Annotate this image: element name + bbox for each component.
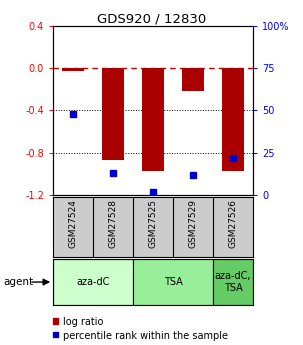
Bar bbox=[62, 68, 84, 71]
Text: aza-dC,
TSA: aza-dC, TSA bbox=[215, 271, 251, 293]
Text: GSM27526: GSM27526 bbox=[228, 199, 238, 248]
Text: TSA: TSA bbox=[164, 277, 182, 287]
Text: log ratio: log ratio bbox=[63, 317, 103, 327]
Text: GSM27524: GSM27524 bbox=[68, 199, 78, 248]
Bar bbox=[213, 259, 253, 305]
Text: aza-dC: aza-dC bbox=[76, 277, 110, 287]
Bar bbox=[142, 68, 164, 171]
Bar bbox=[222, 68, 244, 171]
Text: GSM27529: GSM27529 bbox=[188, 199, 198, 248]
Bar bbox=[182, 68, 204, 91]
Text: GSM27528: GSM27528 bbox=[108, 199, 118, 248]
Text: GSM27525: GSM27525 bbox=[148, 199, 158, 248]
Text: GDS920 / 12830: GDS920 / 12830 bbox=[97, 12, 206, 25]
Text: percentile rank within the sample: percentile rank within the sample bbox=[63, 331, 228, 341]
Bar bbox=[53, 259, 133, 305]
Bar bbox=[102, 68, 124, 160]
Text: agent: agent bbox=[3, 277, 33, 287]
Bar bbox=[133, 259, 213, 305]
